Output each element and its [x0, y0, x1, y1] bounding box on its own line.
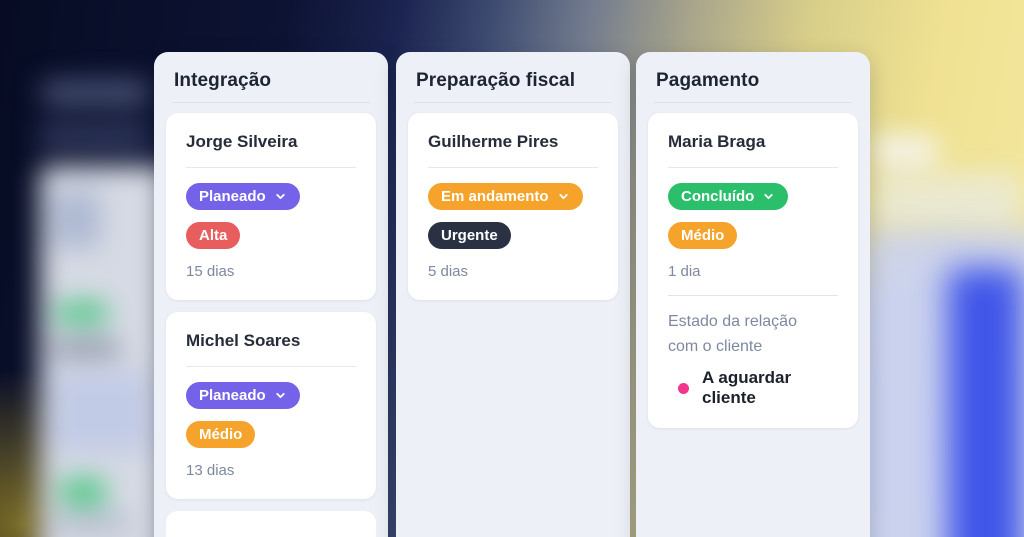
card-client-name: Maria Braga	[668, 132, 766, 151]
status-label: Concluído	[681, 188, 755, 205]
relation-value: A aguardar cliente	[702, 368, 792, 407]
column-divider	[172, 102, 370, 103]
chevron-down-icon	[274, 190, 287, 203]
status-dot-icon	[678, 382, 689, 394]
status-dropdown[interactable]: Em andamento	[428, 183, 583, 210]
priority-badge: Médio	[186, 421, 256, 448]
blurred-subheading	[38, 126, 152, 146]
blurred-blue-band	[948, 268, 1022, 537]
priority-label: Urgente	[441, 227, 498, 244]
blurred-text-line	[52, 342, 120, 355]
priority-badge: Médio	[668, 222, 738, 249]
priority-label: Alta	[199, 227, 228, 244]
relation-label: Estado da relação com o cliente	[668, 313, 797, 355]
duration-text: 15 dias	[186, 263, 235, 280]
status-label: Planeado	[199, 387, 266, 404]
card-divider	[186, 167, 356, 168]
blurred-right-pill	[872, 136, 938, 164]
blurred-green-badge	[60, 478, 106, 506]
blurred-panel-box	[52, 190, 100, 248]
blurred-right-block	[872, 172, 1022, 226]
column-title: Preparação fiscal	[416, 70, 576, 91]
card-section-divider	[668, 295, 838, 296]
priority-label: Médio	[681, 227, 725, 244]
card-divider	[668, 167, 838, 168]
status-dropdown[interactable]: Planeado	[186, 183, 300, 210]
card-client-name: Guilherme Pires	[428, 132, 559, 151]
kanban-card[interactable]: Jorge Silveira Planeado Alta 15 dias	[166, 113, 376, 300]
card-divider	[186, 366, 356, 367]
kanban-card-partial[interactable]	[166, 511, 376, 537]
column-title: Pagamento	[656, 70, 760, 91]
kanban-card[interactable]: Guilherme Pires Em andamento Urgente 5 d…	[408, 113, 618, 300]
duration-text: 5 dias	[428, 263, 469, 280]
priority-badge: Alta	[186, 222, 241, 249]
card-client-name: Michel Soares	[186, 331, 301, 350]
chevron-down-icon	[762, 190, 775, 203]
relation-status: A aguardar cliente	[678, 368, 838, 408]
duration-text: 13 dias	[186, 462, 235, 479]
kanban-column-pagamento: Pagamento Maria Braga Concluído Médio 1 …	[636, 52, 870, 537]
status-label: Em andamento	[441, 188, 549, 205]
kanban-card[interactable]: Michel Soares Planeado Médio 13 dias	[166, 312, 376, 499]
status-label: Planeado	[199, 188, 266, 205]
blurred-blue-block	[52, 372, 150, 452]
card-divider	[428, 167, 598, 168]
blurred-page-heading	[42, 80, 150, 106]
blurred-text-line	[52, 515, 130, 529]
chevron-down-icon	[274, 389, 287, 402]
duration-text: 1 dia	[668, 263, 701, 280]
card-client-name: Jorge Silveira	[186, 132, 298, 151]
status-dropdown[interactable]: Planeado	[186, 382, 300, 409]
blurred-green-badge	[56, 302, 108, 324]
priority-label: Médio	[199, 426, 243, 443]
column-divider	[414, 102, 612, 103]
priority-badge: Urgente	[428, 222, 511, 249]
column-divider	[654, 102, 852, 103]
chevron-down-icon	[557, 190, 570, 203]
kanban-column-preparacao-fiscal: Preparação fiscal Guilherme Pires Em and…	[396, 52, 630, 537]
status-dropdown[interactable]: Concluído	[668, 183, 789, 210]
column-title: Integração	[174, 70, 272, 91]
kanban-card[interactable]: Maria Braga Concluído Médio 1 dia Estado…	[648, 113, 858, 428]
kanban-column-integracao: Integração Jorge Silveira Planeado Alta …	[154, 52, 388, 537]
